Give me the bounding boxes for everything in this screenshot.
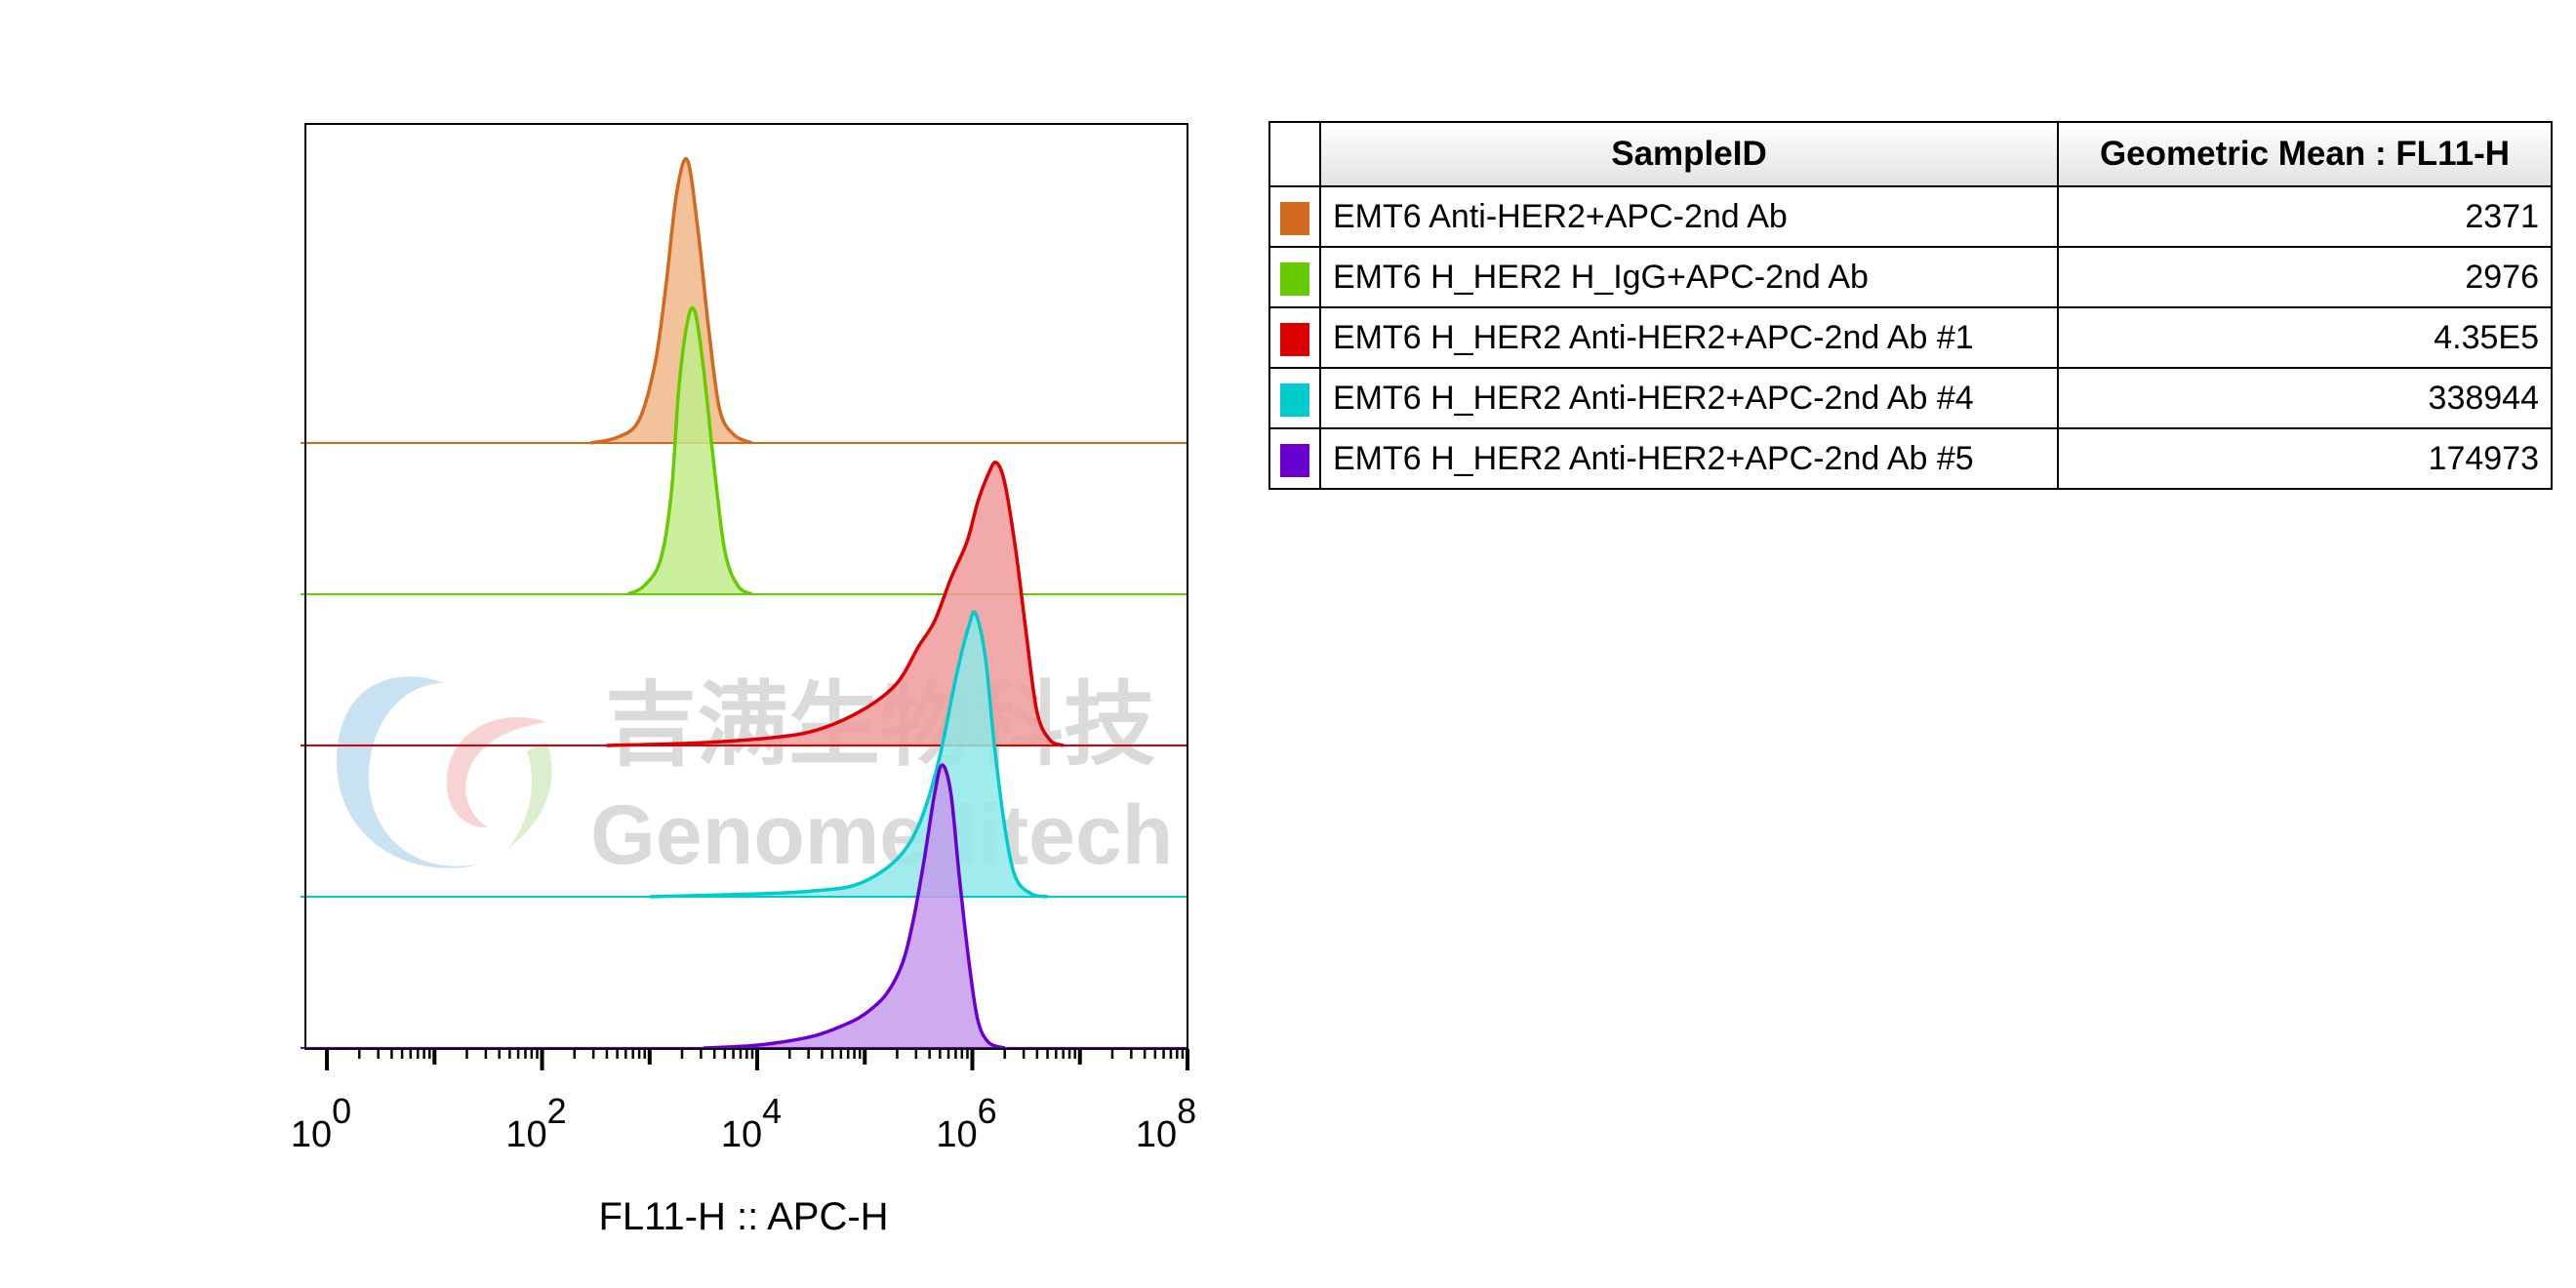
- histogram-curve: [626, 305, 753, 596]
- sample-id-cell: EMT6 H_HER2 Anti-HER2+APC-2nd Ab #1: [1319, 306, 2059, 369]
- x-axis-label: FL11-H :: APC-H: [598, 1195, 888, 1238]
- tick-exponent: 6: [978, 1091, 997, 1131]
- color-swatch: [1280, 443, 1309, 477]
- tick-exponent: 2: [547, 1091, 567, 1131]
- sample-id-cell: EMT6 H_HER2 Anti-HER2+APC-2nd Ab #5: [1319, 427, 2059, 490]
- table-header-row: SampleID Geometric Mean : FL11-H: [1268, 121, 2553, 187]
- header-swatch-cell: [1268, 121, 1321, 187]
- watermark: 吉满生物科技 Genomeditech: [337, 672, 1173, 882]
- tick-base: 10: [721, 1114, 762, 1155]
- sample-id-cell: EMT6 Anti-HER2+APC-2nd Ab: [1319, 185, 2059, 248]
- histogram-curve: [703, 763, 1006, 1050]
- header-geometric-mean: Geometric Mean : FL11-H: [2057, 121, 2553, 187]
- sample-id-cell: EMT6 H_HER2 H_IgG+APC-2nd Ab: [1319, 246, 2059, 308]
- tick-base: 10: [291, 1114, 332, 1155]
- series-layer: [301, 157, 1187, 1050]
- x-tick-label: 108: [1136, 1091, 1196, 1155]
- table-row: EMT6 Anti-HER2+APC-2nd Ab 2371: [1268, 185, 2553, 248]
- tick-exponent: 4: [762, 1091, 782, 1131]
- x-tick-label: 100: [291, 1091, 351, 1155]
- series-2: [301, 305, 1187, 596]
- table-row: EMT6 H_HER2 Anti-HER2+APC-2nd Ab #4 33894…: [1268, 367, 2553, 429]
- watermark-en-text: Genomeditech: [590, 788, 1173, 882]
- geometric-mean-cell: 338944: [2057, 367, 2553, 429]
- color-swatch: [1280, 201, 1309, 235]
- row-swatch-cell: [1268, 246, 1321, 308]
- row-swatch-cell: [1268, 306, 1321, 369]
- tick-exponent: 8: [1177, 1091, 1196, 1131]
- tick-exponent: 0: [332, 1091, 351, 1131]
- row-swatch-cell: [1268, 427, 1321, 490]
- series-1: [301, 157, 1187, 445]
- geometric-mean-cell: 2976: [2057, 246, 2553, 308]
- color-swatch: [1280, 382, 1309, 417]
- row-swatch-cell: [1268, 367, 1321, 429]
- tick-base: 10: [1136, 1114, 1177, 1155]
- color-swatch: [1280, 262, 1309, 296]
- table-row: EMT6 H_HER2 Anti-HER2+APC-2nd Ab #1 4.35E…: [1268, 306, 2553, 369]
- sample-id-cell: EMT6 H_HER2 Anti-HER2+APC-2nd Ab #4: [1319, 367, 2059, 429]
- plot-frame: [304, 123, 1188, 1050]
- x-tick-label: 106: [936, 1091, 996, 1155]
- watermark-logo-icon: [337, 676, 552, 868]
- color-swatch: [1280, 322, 1309, 356]
- table-row: EMT6 H_HER2 H_IgG+APC-2nd Ab 2976: [1268, 246, 2553, 308]
- histogram-curve: [649, 610, 1049, 899]
- geometric-mean-cell: 174973: [2057, 427, 2553, 490]
- x-tick-label: 104: [721, 1091, 782, 1155]
- histogram-fill: [606, 462, 1065, 745]
- geometric-mean-cell: 4.35E5: [2057, 306, 2553, 369]
- tick-base: 10: [936, 1114, 977, 1155]
- tick-base: 10: [505, 1114, 546, 1155]
- histogram-fill: [590, 158, 752, 444]
- geometric-mean-cell: 2371: [2057, 185, 2553, 248]
- histogram-fill: [627, 307, 752, 594]
- series-3: [301, 461, 1187, 747]
- table-row: EMT6 H_HER2 Anti-HER2+APC-2nd Ab #5 17497…: [1268, 427, 2553, 490]
- row-swatch-cell: [1268, 185, 1321, 248]
- histogram-curve: [589, 157, 753, 445]
- header-sampleid: SampleID: [1319, 121, 2059, 187]
- statistics-table: SampleID Geometric Mean : FL11-H EMT6 An…: [1268, 121, 2553, 490]
- x-tick-label: 102: [505, 1091, 566, 1155]
- histogram-curve: [606, 461, 1065, 747]
